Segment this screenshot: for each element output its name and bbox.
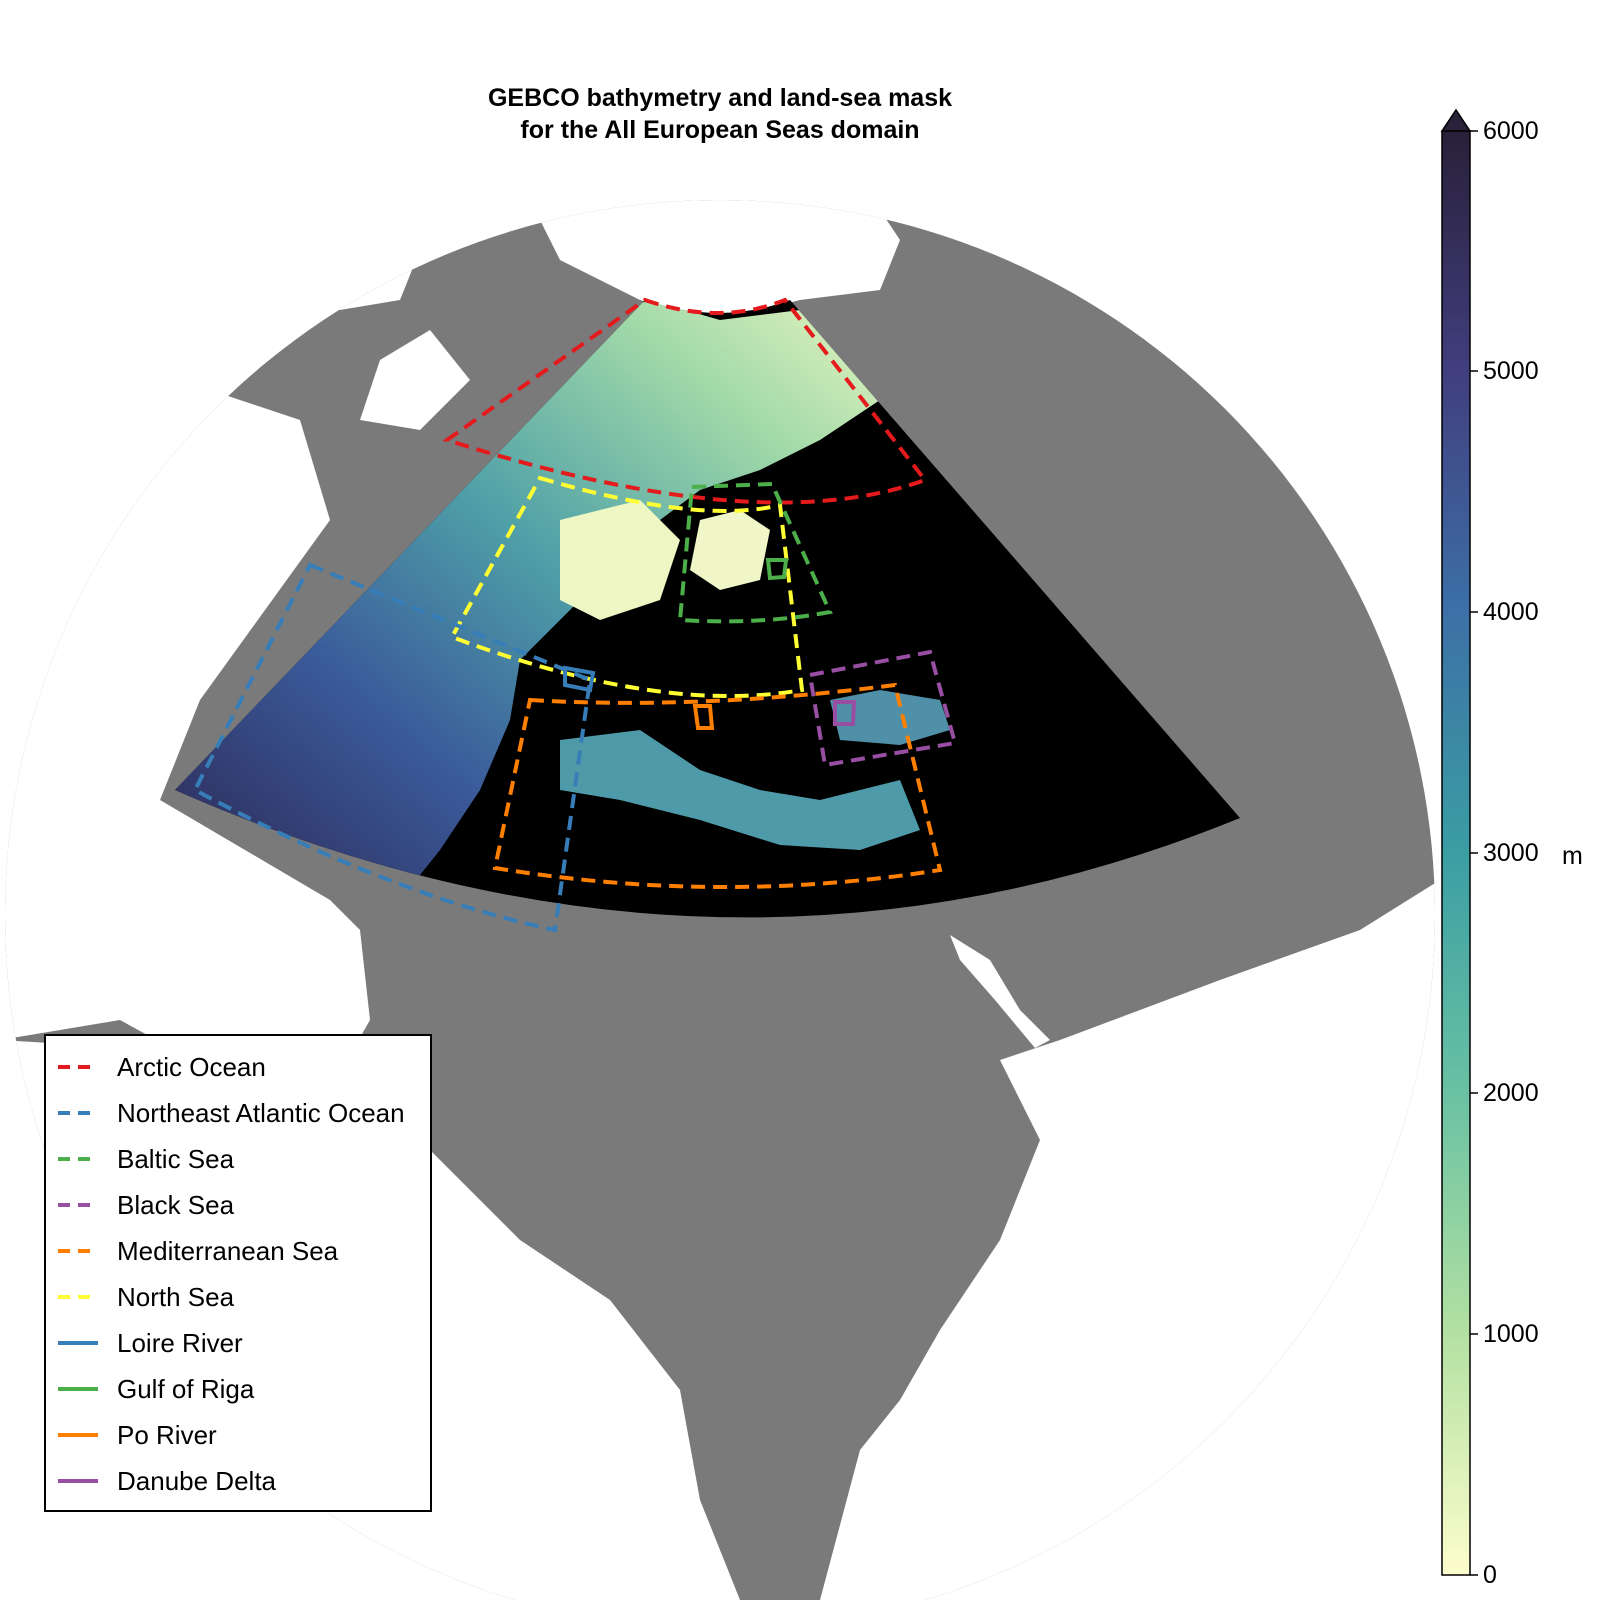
- colorbar-tick-4000: 4000: [1483, 598, 1539, 626]
- colorbar-tick-3000: 3000: [1483, 839, 1539, 867]
- domain-sector: [175, 300, 1240, 918]
- region-outlines: [192, 297, 958, 933]
- colorbar-tick-5000: 5000: [1483, 357, 1539, 385]
- north-sea-shelf: [560, 500, 680, 620]
- title-line-1: GEBCO bathymetry and land-sea mask: [487, 84, 953, 112]
- black-sea-bathymetry: [830, 690, 950, 745]
- legend-item: Loire River: [58, 1325, 243, 1361]
- legend-item: Mediterranean Sea: [58, 1233, 338, 1269]
- atlantic-bathymetry: [175, 300, 880, 900]
- greenland-ice: [520, 200, 900, 320]
- baltic-shelf: [690, 510, 770, 590]
- labrador-sea: [360, 330, 470, 430]
- colorbar-extend-arrow: [1440, 108, 1472, 132]
- legend-swatch: [58, 1111, 98, 1115]
- legend-swatch: [58, 1479, 98, 1483]
- colorbar-tick-0: 0: [1483, 1561, 1497, 1589]
- map-title: GEBCO bathymetry and land-sea mask for t…: [400, 82, 1040, 146]
- legend-swatch: [58, 1433, 98, 1437]
- legend-label: North Sea: [117, 1281, 235, 1312]
- colorbar-tick-2000: 2000: [1483, 1079, 1539, 1107]
- legend-label: Mediterranean Sea: [117, 1235, 339, 1266]
- legend-label: Northeast Atlantic Ocean: [117, 1097, 405, 1128]
- legend-swatch: [58, 1295, 98, 1299]
- title-line-2: for the All European Seas domain: [520, 116, 920, 144]
- legend-label: Baltic Sea: [117, 1143, 235, 1174]
- legend-swatch: [58, 1203, 98, 1207]
- legend-item: Baltic Sea: [58, 1141, 234, 1177]
- black-sea-outline: [807, 649, 958, 768]
- legend-swatch: [58, 1341, 98, 1345]
- legend-item: North Sea: [58, 1279, 234, 1315]
- legend: Arctic Ocean Northeast Atlantic Ocean Balt…: [44, 1034, 432, 1512]
- north-sea-outline: [449, 475, 805, 699]
- legend-label: Arctic Ocean: [117, 1051, 266, 1082]
- legend-item: Arctic Ocean: [58, 1049, 266, 1085]
- legend-item: Danube Delta: [58, 1463, 276, 1499]
- colorbar: [1440, 108, 1478, 1576]
- red-sea: [950, 935, 1050, 1048]
- legend-label: Gulf of Riga: [117, 1373, 255, 1404]
- danube-delta-box: [833, 700, 857, 726]
- colorbar-tick-marks: [1470, 130, 1478, 1576]
- legend-label: Black Sea: [117, 1189, 235, 1220]
- hudson-bay: [290, 230, 420, 310]
- legend-label: Danube Delta: [117, 1465, 276, 1496]
- colorbar-gradient: [1441, 130, 1471, 1576]
- colorbar-unit-label: m: [1562, 842, 1583, 870]
- colorbar-tick-1000: 1000: [1483, 1320, 1539, 1348]
- po-river-box: [692, 704, 715, 730]
- legend-swatch: [58, 1249, 98, 1253]
- legend-swatch: [58, 1065, 98, 1069]
- mediterranean-bathymetry: [560, 730, 920, 850]
- arctic-ocean-outline: [442, 297, 929, 505]
- legend-item: Gulf of Riga: [58, 1371, 254, 1407]
- legend-item: Northeast Atlantic Ocean: [58, 1095, 405, 1131]
- legend-swatch: [58, 1387, 98, 1391]
- northeast-atlantic-outline: [192, 562, 593, 933]
- colorbar-tick-6000: 6000: [1483, 117, 1539, 145]
- legend-item: Black Sea: [58, 1187, 234, 1223]
- baltic-sea-outline: [677, 481, 833, 624]
- subregion-boxes: [563, 558, 857, 730]
- legend-label: Po River: [117, 1419, 217, 1450]
- legend-swatch: [58, 1157, 98, 1161]
- mediterranean-sea-outline: [492, 682, 943, 889]
- gulf-of-riga-box: [765, 558, 789, 581]
- legend-item: Po River: [58, 1417, 217, 1453]
- loire-river-box: [563, 665, 596, 693]
- legend-label: Loire River: [117, 1327, 243, 1358]
